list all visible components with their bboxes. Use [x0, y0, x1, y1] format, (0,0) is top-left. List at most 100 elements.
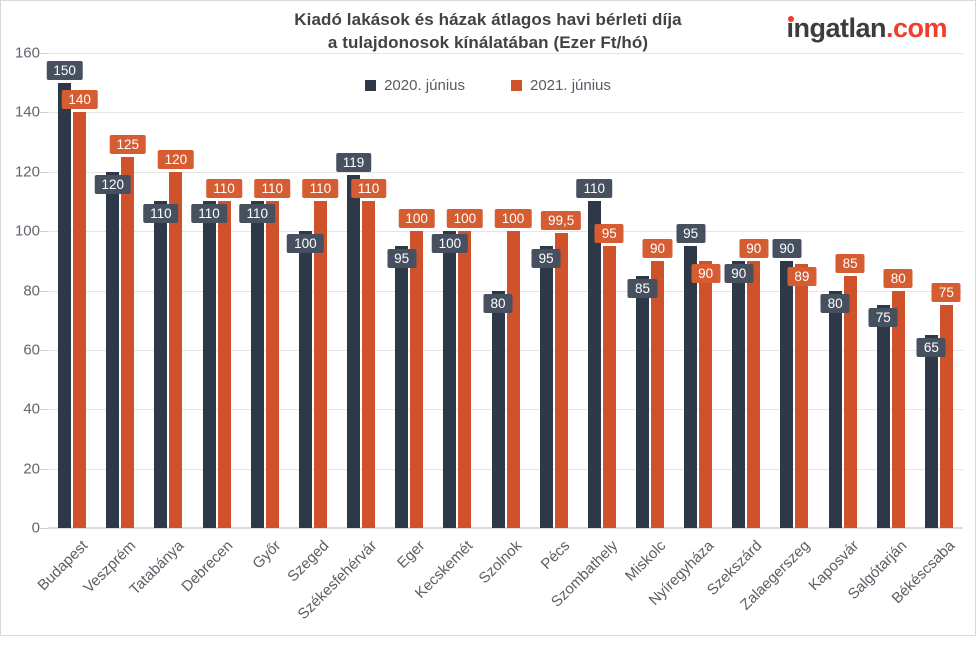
y-axis-label-100: 100 — [14, 222, 40, 240]
y-axis-tick — [40, 349, 48, 351]
bar-2020-zalaegerszeg — [780, 260, 794, 528]
bar-2021-szolnok — [506, 231, 520, 528]
gridline-100 — [48, 231, 963, 233]
y-axis-tick — [40, 231, 48, 233]
y-axis-tick — [40, 112, 48, 114]
y-axis-label-0: 0 — [31, 519, 40, 537]
y-axis-label-120: 120 — [14, 163, 40, 181]
y-axis-tick — [40, 409, 48, 411]
value-label-2020-veszprem: 120 — [94, 174, 131, 194]
bar-2020-bekescsaba — [924, 335, 938, 528]
bar-2021-eger — [410, 231, 424, 528]
gridline-40 — [48, 409, 963, 411]
value-label-2021-eger: 100 — [398, 209, 435, 229]
bar-2021-miskolc — [650, 260, 664, 528]
value-label-2020-szolnok: 80 — [483, 293, 513, 313]
value-label-2021-pecs: 99,5 — [541, 210, 582, 230]
chart-title: Kiadó lakások és házak átlagos havi bérl… — [1, 8, 975, 54]
bar-2021-szombathely — [602, 245, 616, 528]
value-label-2021-szekesfehervar: 110 — [350, 179, 387, 199]
y-axis-tick — [40, 290, 48, 292]
bar-2021-pecs — [554, 232, 568, 528]
bar-2020-szolnok — [491, 290, 505, 528]
y-axis-tick — [40, 53, 48, 54]
value-label-2020-debrecen: 110 — [191, 204, 227, 224]
bar-2021-zalaegerszeg — [795, 263, 809, 528]
legend-swatch-2021 — [511, 80, 522, 91]
bar-2021-szeged — [313, 201, 327, 528]
gridline-0 — [48, 527, 963, 529]
chart-title-line1: Kiadó lakások és házak átlagos havi bérl… — [294, 10, 682, 29]
value-label-2021-tatabanya: 120 — [157, 149, 195, 169]
legend-swatch-2020 — [365, 80, 377, 91]
gridline-20 — [48, 468, 963, 470]
value-label-2020-bekescsaba: 65 — [916, 338, 946, 358]
y-axis-label-140: 140 — [14, 103, 40, 121]
bar-2021-nyiregyhaza — [699, 260, 713, 528]
bar-2020-szombathely — [587, 201, 601, 528]
bar-2021-salgotarjan — [891, 290, 905, 528]
logo-tld-text: .com — [885, 13, 948, 43]
y-axis-tick — [40, 528, 48, 529]
bar-2021-kaposvar — [843, 275, 857, 528]
bar-2021-budapest — [73, 112, 87, 528]
y-axis-label-80: 80 — [23, 282, 40, 299]
bar-2020-kaposvar — [828, 290, 842, 528]
value-label-2021-zalaegerszeg: 89 — [787, 266, 817, 286]
y-axis-label-40: 40 — [23, 400, 40, 418]
y-axis-label-160: 160 — [14, 44, 40, 62]
gridline-140 — [48, 112, 963, 114]
value-label-2020-gyor: 110 — [239, 204, 275, 224]
value-label-2021-debrecen: 110 — [206, 179, 242, 199]
bar-2020-tatabanya — [154, 201, 168, 528]
value-label-2021-miskolc: 90 — [642, 238, 672, 258]
value-label-2020-szekszard: 90 — [724, 263, 754, 283]
chart-title-line2: a tulajdonosok kínálatában (Ezer Ft/hó) — [327, 33, 649, 52]
bar-2020-budapest — [58, 82, 72, 528]
y-axis-label-60: 60 — [23, 341, 40, 359]
y-axis-label-20: 20 — [23, 460, 40, 478]
bar-2021-gyor — [265, 201, 279, 528]
gridline-120 — [48, 171, 963, 173]
value-label-2020-szekesfehervar: 119 — [335, 152, 372, 172]
bar-2020-szekesfehervar — [347, 174, 361, 528]
value-label-2021-gyor: 110 — [254, 179, 290, 199]
bar-2021-tatabanya — [169, 171, 183, 528]
gridline-60 — [48, 349, 963, 351]
value-label-2020-miskolc: 85 — [627, 278, 657, 298]
bar-2020-kecskemet — [443, 231, 457, 528]
value-label-2021-szolnok: 100 — [494, 209, 532, 229]
ingatlan-logo: ingatlan .com — [786, 13, 947, 44]
bar-2021-szekszard — [747, 260, 761, 528]
value-label-2020-szeged: 100 — [287, 234, 324, 254]
value-label-2020-budapest: 150 — [46, 60, 83, 80]
value-label-2020-salgotarjan: 75 — [868, 308, 898, 328]
legend-label-2021: 2021. június — [530, 77, 611, 94]
gridline-80 — [48, 290, 963, 292]
logo-red-dot-icon — [788, 16, 795, 22]
chart-legend: 2020. június 2021. június — [1, 77, 975, 94]
value-label-2021-bekescsaba: 75 — [931, 283, 961, 303]
y-axis-tick — [40, 468, 48, 470]
bar-2021-debrecen — [217, 201, 231, 528]
bar-2020-veszprem — [106, 171, 120, 528]
value-label-2021-szombathely: 95 — [594, 223, 624, 243]
chart-card: Kiadó lakások és házak átlagos havi bérl… — [0, 0, 976, 636]
bar-2020-eger — [395, 245, 409, 528]
legend-label-2020: 2020. június — [384, 77, 465, 94]
bar-2020-gyor — [250, 201, 264, 528]
value-label-2021-salgotarjan: 80 — [883, 268, 913, 288]
bar-2020-debrecen — [202, 201, 216, 528]
value-label-2020-nyiregyhaza: 95 — [676, 223, 706, 243]
value-label-2021-veszprem: 125 — [109, 134, 146, 154]
value-label-2021-szekszard: 90 — [739, 238, 769, 258]
value-label-2020-szombathely: 110 — [576, 179, 613, 199]
bar-2020-szeged — [298, 231, 312, 528]
value-label-2021-kaposvar: 85 — [835, 253, 865, 273]
value-label-2021-budapest: 140 — [61, 90, 98, 110]
bar-2020-salgotarjan — [876, 305, 890, 528]
bar-2021-veszprem — [121, 156, 135, 528]
bar-2021-bekescsaba — [939, 305, 953, 528]
y-axis-tick — [40, 171, 48, 173]
value-label-2021-nyiregyhaza: 90 — [691, 263, 721, 283]
